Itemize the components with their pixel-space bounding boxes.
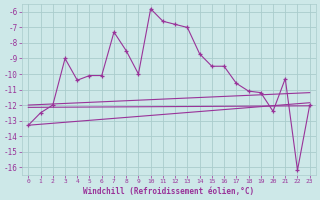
X-axis label: Windchill (Refroidissement éolien,°C): Windchill (Refroidissement éolien,°C) (84, 187, 255, 196)
